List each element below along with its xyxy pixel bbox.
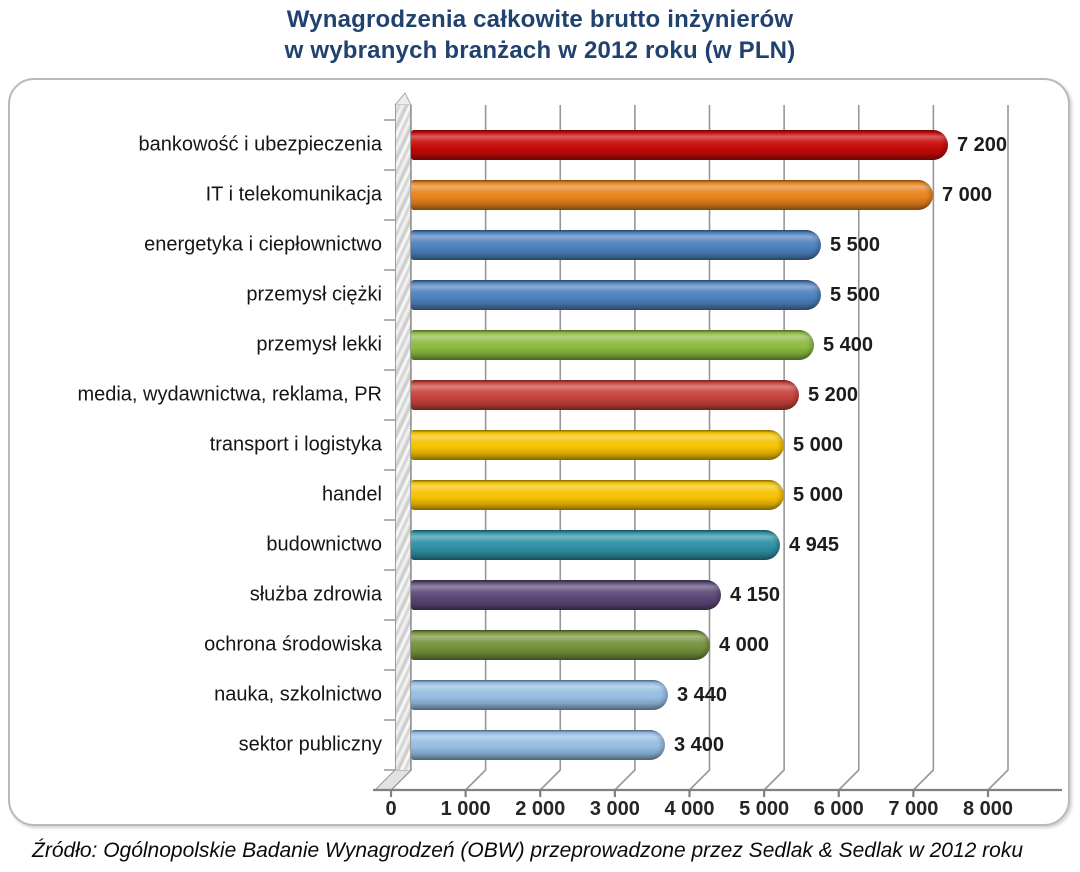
category-label: media, wydawnictwa, reklama, PR [77, 383, 382, 406]
bar-row: bankowość i ubezpieczenia 7 200 [10, 120, 1068, 170]
chart-line [384, 119, 398, 771]
source-note: Źródło: Ogólnopolskie Badanie Wynagrodze… [32, 839, 1024, 862]
value-label: 5 500 [830, 234, 881, 256]
category-label: przemysł lekki [256, 333, 382, 356]
gridlines-and-axis [373, 92, 1062, 797]
plot-area: bankowość i ubezpieczenia 7 200 IT i telek… [10, 80, 1068, 824]
category-label: ochrona środowiska [204, 633, 382, 656]
bar-row: ochrona środowiska 4 000 [10, 620, 1068, 670]
x-axis-tick-label: 7 000 [888, 798, 939, 820]
bar [411, 130, 948, 160]
category-label: bankowość i ubezpieczenia [138, 133, 383, 156]
bar [411, 580, 721, 610]
value-label: 7 200 [957, 134, 1008, 156]
category-label: handel [321, 483, 382, 506]
chart-title-line1: Wynagrodzenia całkowite brutto inżynieró… [286, 6, 794, 33]
chart-title-line2: w wybranych branżach w 2012 roku (w PLN) [284, 37, 796, 64]
x-axis-tick-label: 5 000 [739, 798, 790, 820]
bar-row: sektor publiczny 3 400 [10, 720, 1068, 770]
bar-row: przemysł lekki 5 400 [10, 320, 1068, 370]
bar-row: nauka, szkolnictwo 3 440 [10, 670, 1068, 720]
value-label: 5 200 [808, 384, 859, 406]
bar-row: służba zdrowia 4 150 [10, 570, 1068, 620]
value-label: 4 150 [730, 584, 781, 606]
bar-row: transport i logistyka 5 000 [10, 420, 1068, 470]
bar [411, 330, 814, 360]
bar [411, 280, 821, 310]
chart-title: Wynagrodzenia całkowite brutto inżynieró… [0, 4, 1080, 66]
category-label: IT i telekomunikacja [205, 183, 382, 206]
value-label: 3 400 [674, 734, 725, 756]
category-label: energetyka i ciepłownictwo [144, 233, 382, 256]
bar [411, 430, 784, 460]
x-axis-tick-label: 0 [385, 798, 397, 820]
bar [411, 480, 784, 510]
bar-row: przemysł ciężki 5 500 [10, 270, 1068, 320]
plot-frame: bankowość i ubezpieczenia 7 200 IT i telek… [8, 78, 1070, 826]
bar-row: budownictwo 4 945 [10, 520, 1068, 570]
bar-row: IT i telekomunikacja 7 000 [10, 170, 1068, 220]
value-label: 4 945 [789, 534, 840, 556]
x-axis-tick-label: 8 000 [962, 798, 1014, 820]
chart-line [373, 788, 1062, 797]
bar [411, 630, 710, 660]
x-axis-tick-label: 1 000 [440, 798, 491, 820]
bar [411, 530, 780, 560]
bar-rows: bankowość i ubezpieczenia 7 200 IT i telek… [10, 80, 1068, 824]
bar [411, 230, 821, 260]
category-label: transport i logistyka [209, 433, 382, 456]
x-axis-tick-label: 6 000 [813, 798, 864, 820]
x-axis-tick-label: 2 000 [515, 798, 566, 820]
bar [411, 380, 799, 410]
bar [411, 680, 668, 710]
category-label: przemysł ciężki [246, 283, 382, 306]
category-label: służba zdrowia [249, 583, 382, 606]
category-label: nauka, szkolnictwo [214, 683, 382, 706]
x-axis-tick-label: 4 000 [664, 798, 715, 820]
bar [411, 730, 665, 760]
bar-row: handel 5 000 [10, 470, 1068, 520]
bar [411, 180, 933, 210]
value-label: 5 000 [793, 434, 844, 456]
value-label: 4 000 [719, 634, 770, 656]
value-label: 5 400 [823, 334, 874, 356]
bar-row: media, wydawnictwa, reklama, PR 5 200 [10, 370, 1068, 420]
value-label: 7 000 [942, 184, 993, 206]
bar-row: energetyka i ciepłownictwo 5 500 [10, 220, 1068, 270]
value-label: 5 000 [793, 484, 844, 506]
category-label: budownictwo [266, 533, 382, 556]
category-axis-wall [395, 105, 411, 770]
value-label: 3 440 [677, 684, 728, 706]
category-label: sektor publiczny [238, 733, 382, 756]
x-axis-tick-label: 3 000 [589, 798, 640, 820]
value-label: 5 500 [830, 284, 881, 306]
